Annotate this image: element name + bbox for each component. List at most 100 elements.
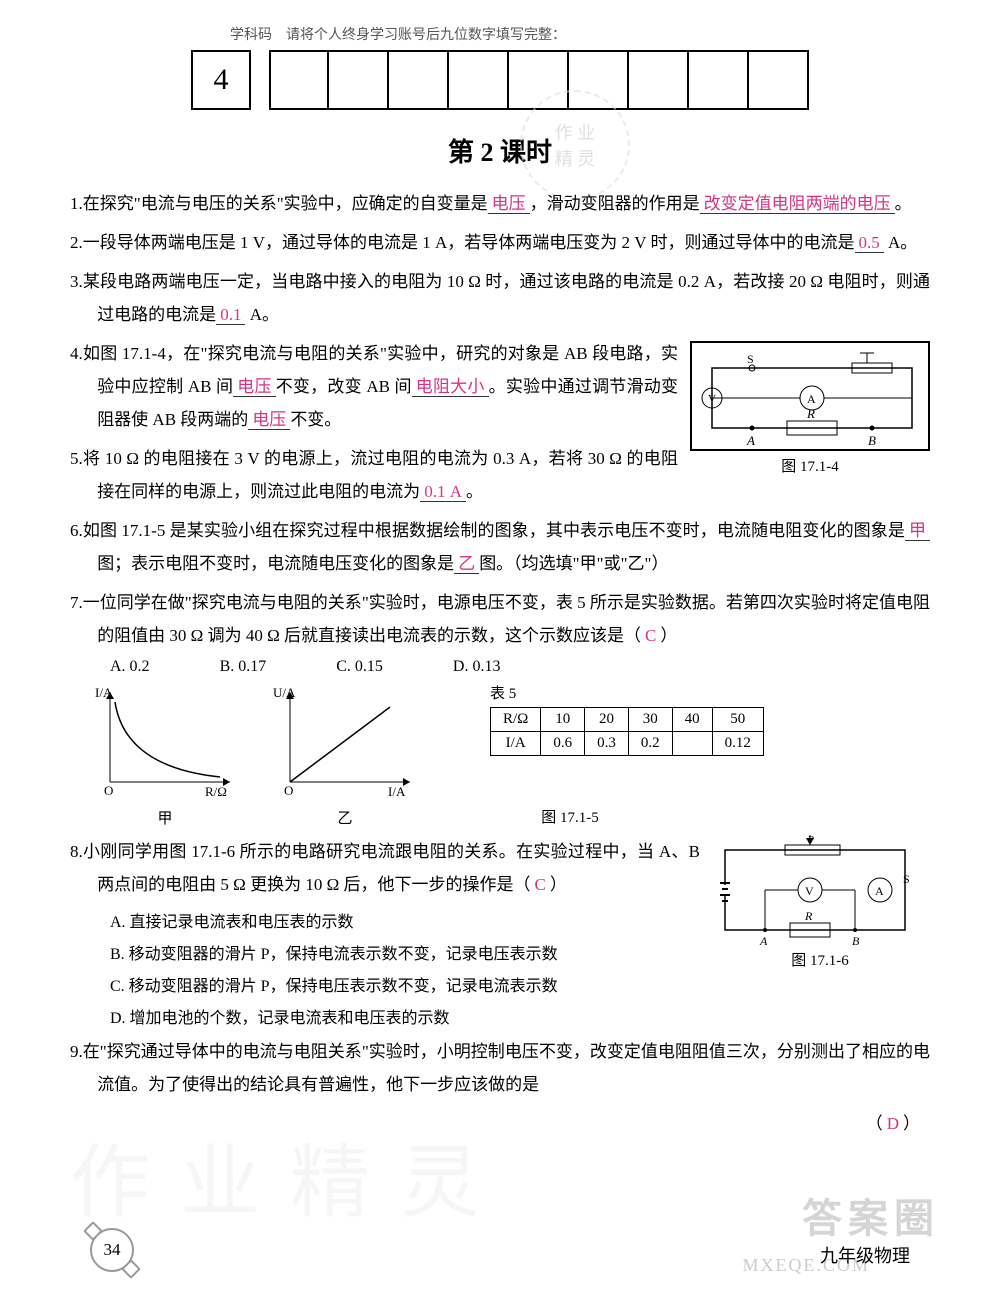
table-cell: 0.2 — [628, 732, 672, 756]
watermark-answer: 答案圈 — [802, 1186, 940, 1244]
q2-t2: A。 — [884, 233, 918, 252]
q7-options: A. 0.2 B. 0.17 C. 0.15 D. 0.13 — [70, 658, 930, 676]
table-cell: I/A — [491, 732, 541, 756]
stamp-line2: 精 灵 — [555, 145, 596, 171]
lesson-title: 第 2 课时 — [70, 132, 930, 169]
question-7: 7.一位同学在做"探究电流与电阻的关系"实验时，电源电压不变，表 5 所示是实验… — [70, 586, 930, 652]
table-cell: 40 — [672, 708, 712, 732]
q5-t2: 。 — [466, 482, 483, 501]
q2-t1: 一段导体两端电压是 1 V，通过导体的电流是 1 A，若导体两端电压变为 2 V… — [83, 233, 855, 252]
stamp-line1: 作 业 — [555, 119, 596, 145]
table-cell: 10 — [541, 708, 585, 732]
q4-t2: 不变，改变 AB 间 — [276, 377, 412, 396]
code-cell[interactable] — [449, 50, 509, 110]
q8-opt-d: D. 增加电池的个数，记录电流表和电压表的示数 — [70, 1003, 930, 1035]
q7-figures-row: I/A R/Ω O 甲 U/A I/A O 乙 表 5 R/Ω 10 — [90, 682, 930, 802]
q6-num: 6. — [70, 521, 83, 540]
q9-num: 9. — [70, 1042, 83, 1061]
q4-t4: 不变。 — [290, 410, 341, 429]
q7-t1: 一位同学在做"探究电流与电阻的关系"实验时，电源电压不变，表 5 所示是实验数据… — [83, 593, 930, 645]
table-cell: R/Ω — [491, 708, 541, 732]
q4-blank2: 电阻大小 — [412, 377, 489, 397]
q5-num: 5. — [70, 449, 83, 468]
q7-opt-c: C. 0.15 — [336, 658, 383, 676]
code-cell[interactable] — [389, 50, 449, 110]
table-cell: 0.6 — [541, 732, 585, 756]
svg-text:R/Ω: R/Ω — [205, 784, 227, 799]
code-cell[interactable] — [629, 50, 689, 110]
q1-blank1: 电压 — [488, 194, 530, 214]
q1-t2: ，滑动变阻器的作用是 — [530, 194, 700, 213]
table-cell: 20 — [585, 708, 629, 732]
q6-t1: 如图 17.1-5 是某实验小组在探究过程中根据数据绘制的图象，其中表示电压不变… — [83, 521, 905, 540]
q1-num: 1. — [70, 194, 83, 213]
header-note: 学科码 请将个人终身学习账号后九位数字填写完整： — [230, 24, 930, 44]
q2-blank1: 0.5 — [855, 233, 884, 253]
svg-text:I/A: I/A — [388, 784, 406, 799]
graph-jia-label: 甲 — [90, 807, 240, 828]
q4-num: 4. — [70, 344, 83, 363]
q8-num: 8. — [70, 842, 83, 861]
q7-num: 7. — [70, 593, 83, 612]
table-5-block: 表 5 R/Ω 10 20 30 40 50 I/A 0.6 0.3 0.2 0… — [490, 682, 764, 756]
q5-t1: 将 10 Ω 的电阻接在 3 V 的电源上，流过电阻的电流为 0.3 A，若将 … — [83, 449, 678, 501]
q6-t3: 图。（均选填"甲"或"乙"） — [479, 554, 668, 573]
graph-yi: U/A I/A O 乙 — [270, 682, 420, 802]
table-cell — [672, 732, 712, 756]
svg-text:A: A — [759, 934, 768, 945]
q6-t2: 图；表示电阻不变时，电流随电压变化的图象是 — [97, 554, 454, 573]
svg-text:U/A: U/A — [273, 685, 296, 700]
svg-text:R: R — [804, 909, 813, 923]
q8-answer: C — [530, 875, 549, 894]
q3-t2: A。 — [245, 305, 279, 324]
q9-answer-line: （D） — [70, 1107, 930, 1140]
q1-blank2: 改变定值电阻两端的电压 — [700, 194, 895, 214]
table-row: R/Ω 10 20 30 40 50 — [491, 708, 764, 732]
stamp-watermark: 作 业 精 灵 — [520, 90, 630, 200]
figure-17-1-6-caption: 图 17.1-6 — [710, 949, 930, 970]
q5-blank1: 0.1 A — [420, 482, 466, 502]
q8-t2: ） — [550, 875, 567, 894]
table-5: R/Ω 10 20 30 40 50 I/A 0.6 0.3 0.2 0.12 — [490, 707, 764, 756]
q9-t3: ） — [903, 1114, 920, 1133]
graph-jia: I/A R/Ω O 甲 — [90, 682, 240, 802]
q8-t1: 小刚同学用图 17.1-6 所示的电路研究电流跟电阻的关系。在实验过程中，当 A… — [83, 842, 700, 894]
code-subject-box: 4 — [191, 50, 251, 110]
svg-text:B: B — [852, 934, 860, 945]
question-1: 1.在探究"电流与电压的关系"实验中，应确定的自变量是电压，滑动变阻器的作用是改… — [70, 187, 930, 220]
q6-blank1: 甲 — [905, 521, 930, 541]
table-cell: 0.12 — [712, 732, 763, 756]
q9-answer: D — [883, 1114, 903, 1133]
code-cell[interactable] — [749, 50, 809, 110]
code-cell[interactable] — [689, 50, 749, 110]
question-8: 8.小刚同学用图 17.1-6 所示的电路研究电流跟电阻的关系。在实验过程中，当… — [70, 835, 930, 901]
q7-answer: C — [641, 626, 660, 645]
q7-opt-d: D. 0.13 — [453, 658, 501, 676]
question-2: 2.一段导体两端电压是 1 V，通过导体的电流是 1 A，若导体两端电压变为 2… — [70, 226, 930, 259]
code-row: 4 — [70, 50, 930, 110]
svg-text:O: O — [284, 783, 293, 798]
code-strip — [269, 50, 809, 110]
q9-t1: 在"探究通过导体中的电流与电阻关系"实验时，小明控制电压不变，改变定值电阻阻值三… — [83, 1042, 930, 1094]
q2-num: 2. — [70, 233, 83, 252]
q7-opt-b: B. 0.17 — [220, 658, 267, 676]
table-cell: 0.3 — [585, 732, 629, 756]
footer-grade: 九年级物理 — [820, 1242, 910, 1268]
q3-num: 3. — [70, 272, 83, 291]
q1-t1: 在探究"电流与电压的关系"实验中，应确定的自变量是 — [83, 194, 488, 213]
table-cell: 50 — [712, 708, 763, 732]
q9-t2: （ — [866, 1114, 883, 1133]
question-4: 4.如图 17.1-4，在"探究电流与电阻的关系"实验中，研究的对象是 AB 段… — [70, 337, 930, 436]
table-row: I/A 0.6 0.3 0.2 0.12 — [491, 732, 764, 756]
q7-opt-a: A. 0.2 — [110, 658, 150, 676]
question-3: 3.某段电路两端电压一定，当电路中接入的电阻为 10 Ω 时，通过该电路的电流是… — [70, 265, 930, 331]
q7-t2: ） — [660, 626, 677, 645]
question-6: 6.如图 17.1-5 是某实验小组在探究过程中根据数据绘制的图象，其中表示电压… — [70, 514, 930, 580]
table-5-label: 表 5 — [490, 682, 764, 703]
q1-t3: 。 — [895, 194, 912, 213]
code-cell[interactable] — [329, 50, 389, 110]
q8-opt-c: C. 移动变阻器的滑片 P，保持电压表示数不变，记录电流表示数 — [70, 971, 930, 1003]
code-cell[interactable] — [269, 50, 329, 110]
svg-text:O: O — [104, 783, 113, 798]
q3-blank1: 0.1 — [216, 305, 245, 325]
